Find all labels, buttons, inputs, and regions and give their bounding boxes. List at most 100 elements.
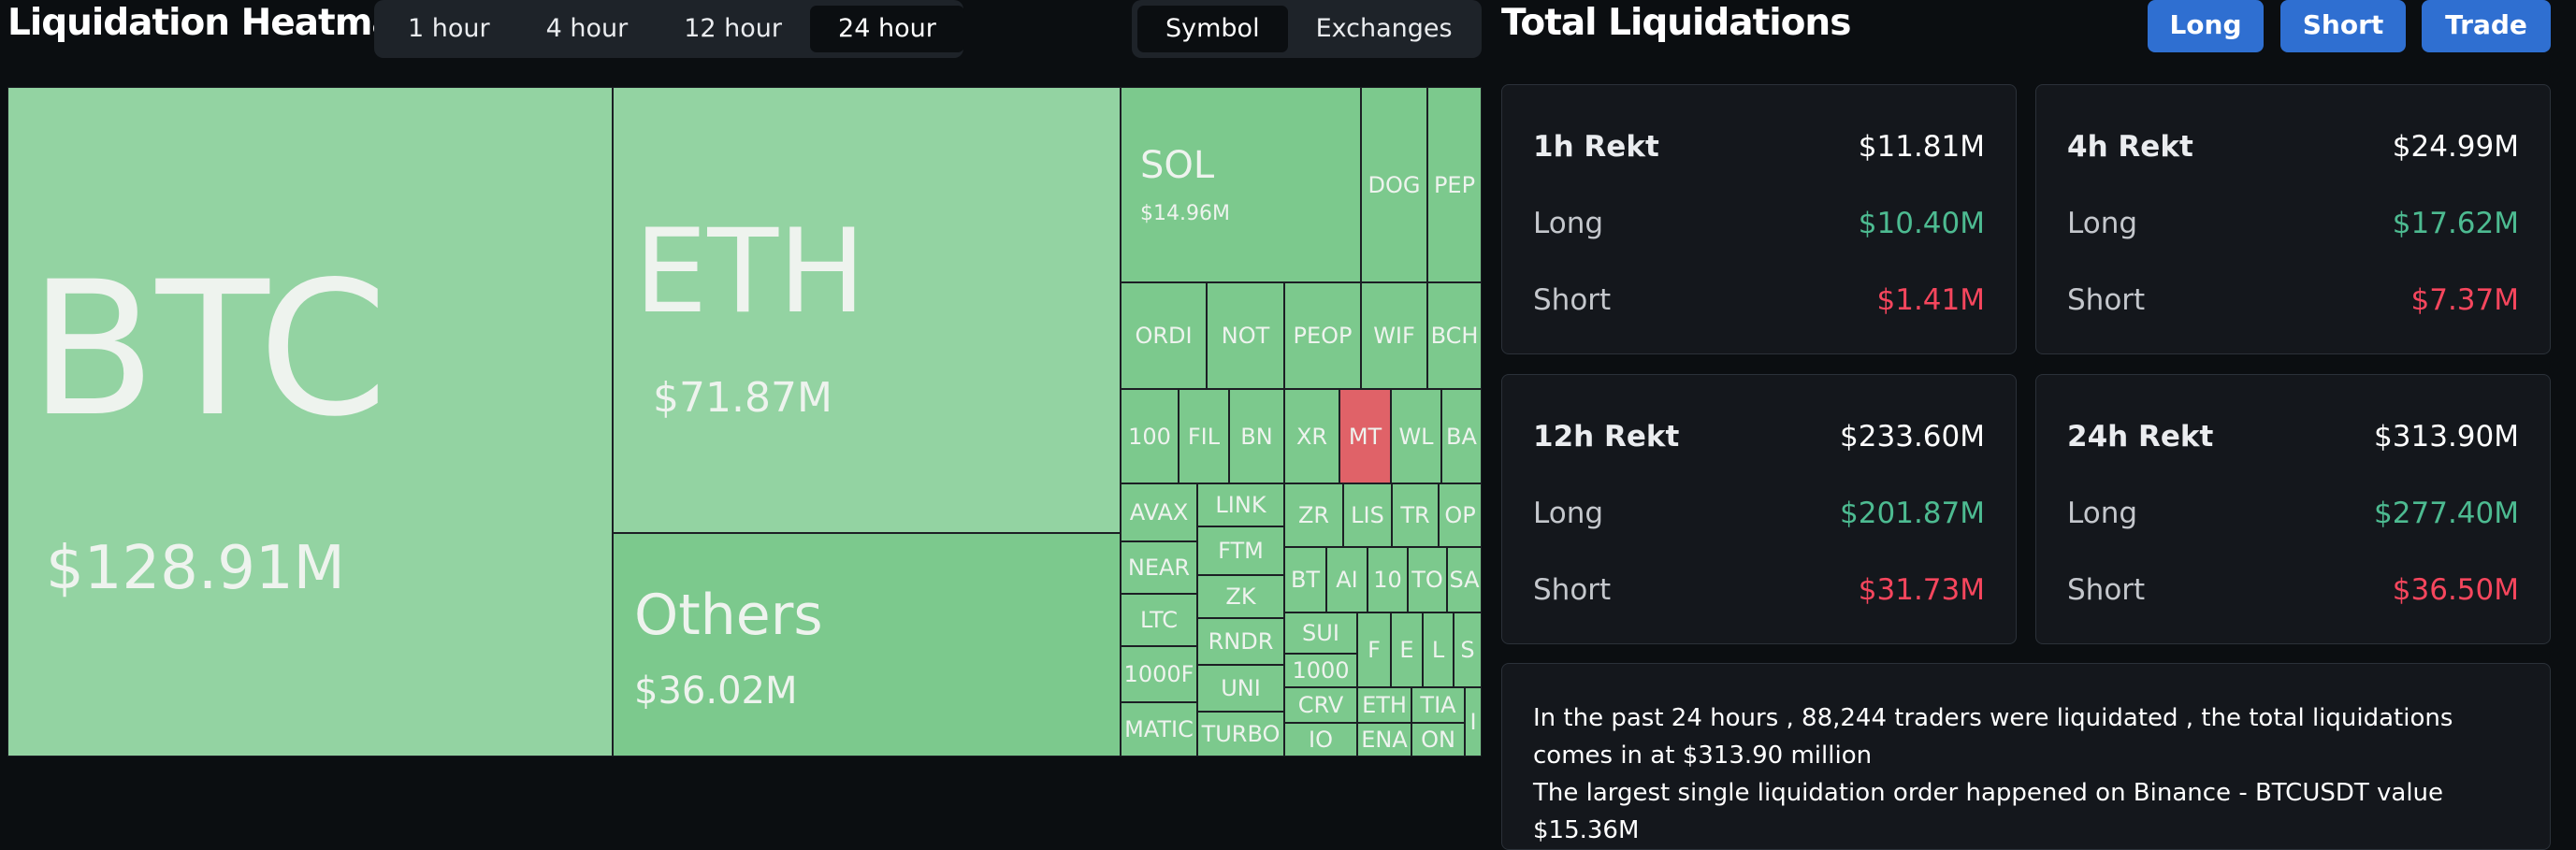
tile-symbol: NOT [1221,323,1270,349]
tile-100[interactable]: 100 [1121,389,1179,483]
tile-rndr[interactable]: RNDR [1197,618,1284,665]
tile-1000f[interactable]: 1000F [1121,646,1197,702]
tile-tr[interactable]: TR [1392,483,1439,547]
tile-symbol: TIA [1420,692,1456,718]
tile-eth-small[interactable]: ETH [1357,687,1411,723]
short-button[interactable]: Short [2280,0,2406,52]
long-button[interactable]: Long [2148,0,2264,52]
tile-symbol: L [1431,637,1445,663]
trade-button[interactable]: Trade [2422,0,2551,52]
short-value: $36.50M [2392,573,2519,607]
tile-value: $71.87M [653,374,832,422]
card-total: $11.81M [1858,130,1985,164]
tab-symbol[interactable]: Symbol [1137,6,1288,52]
tile-symbol: UNI [1221,675,1261,701]
tile-symbol: MT [1348,423,1382,450]
tile-sa[interactable]: SA [1447,547,1482,612]
tile-link[interactable]: LINK [1197,483,1284,526]
tile-uni[interactable]: UNI [1197,665,1284,712]
tile-symbol: 1000 [1292,657,1350,684]
short-label: Short [2067,283,2146,317]
tile-zk[interactable]: ZK [1197,575,1284,618]
tile-symbol: E [1399,637,1414,663]
tile-symbol: LIS [1351,502,1384,528]
tile-eth[interactable]: ETH $71.87M [613,87,1121,533]
tile-avax[interactable]: AVAX [1121,483,1197,541]
tab-1-hour[interactable]: 1 hour [408,14,490,43]
tile-others[interactable]: Others $36.02M [613,533,1121,756]
long-value: $17.62M [2392,207,2519,240]
tab-exchanges[interactable]: Exchanges [1315,14,1453,43]
tile-symbol: ON [1421,727,1455,753]
tile-ftm[interactable]: FTM [1197,526,1284,575]
total-liquidations-title: Total Liquidations [1501,2,1851,44]
tile-io[interactable]: IO [1284,723,1357,756]
tile-symbol: S [1460,637,1475,663]
liquidation-summary: In the past 24 hours , 88,244 traders we… [1501,663,2551,850]
summary-line-1: In the past 24 hours , 88,244 traders we… [1533,704,2453,770]
tile-bch[interactable]: BCH [1427,282,1482,389]
tab-12-hour[interactable]: 12 hour [684,14,783,43]
tile-turbo[interactable]: TURBO [1197,712,1284,756]
tile-not[interactable]: NOT [1207,282,1284,389]
rekt-card-1h: 1h Rekt $11.81M Long $10.40M Short $1.41M [1501,84,2017,354]
long-label: Long [1533,497,1604,530]
tile-ena[interactable]: ENA [1357,723,1411,756]
tile-people[interactable]: PEOP [1284,282,1361,389]
tile-symbol: BN [1240,423,1273,450]
tile-symbol: 10 [1373,567,1402,593]
tile-matic[interactable]: MATIC [1121,702,1197,756]
summary-line-2: The largest single liquidation order hap… [1533,779,2444,844]
tile-on[interactable]: ON [1411,723,1465,756]
tile-btc[interactable]: BTC $128.91M [7,87,613,756]
tile-symbol: ORDI [1135,323,1193,349]
heatmap-title: Liquidation Heatmap [7,2,422,44]
tile-symbol: ENA [1361,727,1408,753]
tile-symbol: ZK [1225,583,1256,610]
tile-i[interactable]: I [1465,687,1482,756]
tile-lis[interactable]: LIS [1343,483,1392,547]
tile-sol[interactable]: SOL $14.96M [1121,87,1361,282]
tile-zro[interactable]: ZR [1284,483,1343,547]
tile-mt[interactable]: MT [1339,389,1391,483]
tile-10[interactable]: 10 [1368,547,1408,612]
tile-xrp[interactable]: XR [1284,389,1339,483]
tile-fil[interactable]: FIL [1179,389,1229,483]
tile-to[interactable]: TO [1408,547,1447,612]
tile-sui[interactable]: SUI [1284,612,1357,654]
tile-op[interactable]: OP [1439,483,1482,547]
tile-ba[interactable]: BA [1441,389,1482,483]
tile-tia[interactable]: TIA [1411,687,1465,723]
tile-symbol: 100 [1128,423,1171,450]
tab-4-hour[interactable]: 4 hour [545,14,629,43]
tile-1000[interactable]: 1000 [1284,654,1357,687]
short-label: Short [1533,283,1612,317]
tile-wl[interactable]: WL [1391,389,1441,483]
tile-l[interactable]: L [1423,612,1454,687]
short-label: Short [2067,573,2146,607]
tile-e[interactable]: E [1391,612,1423,687]
short-value: $31.73M [1858,573,1985,607]
tile-symbol: TR [1400,502,1430,528]
long-value: $277.40M [2374,497,2519,530]
short-value: $1.41M [1876,283,1986,317]
tile-symbol: MATIC [1124,716,1194,742]
tile-symbol: SOL [1140,144,1215,187]
tile-wif[interactable]: WIF [1361,282,1427,389]
short-label: Short [1533,573,1612,607]
tile-symbol: ZR [1297,502,1330,528]
tile-pepe[interactable]: PEP [1427,87,1482,282]
card-label: 24h Rekt [2067,420,2214,454]
tile-bt[interactable]: BT [1284,547,1326,612]
tile-crv[interactable]: CRV [1284,687,1357,723]
tile-ai[interactable]: AI [1326,547,1368,612]
tile-f[interactable]: F [1357,612,1391,687]
tab-24-hour[interactable]: 24 hour [810,6,964,52]
tile-s[interactable]: S [1454,612,1482,687]
tile-ltc[interactable]: LTC [1121,594,1197,646]
tile-bnb[interactable]: BN [1229,389,1284,483]
tile-ordi[interactable]: ORDI [1121,282,1207,389]
short-value: $7.37M [2410,283,2520,317]
tile-near[interactable]: NEAR [1121,541,1197,594]
tile-doge[interactable]: DOG [1361,87,1427,282]
